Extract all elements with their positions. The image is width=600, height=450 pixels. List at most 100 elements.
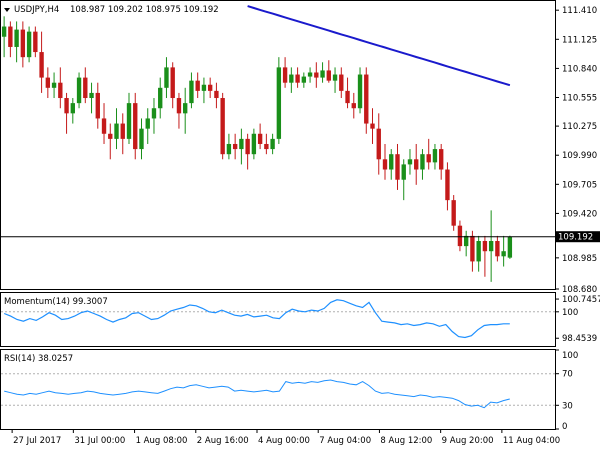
- rsi-line: [4, 379, 510, 409]
- candle-body: [470, 235, 475, 262]
- price-y-tick-label: 110.840: [562, 64, 597, 74]
- time-tick-label: 27 Jul 2017: [13, 436, 61, 446]
- time-tick-label: 8 Aug 12:00: [380, 436, 432, 446]
- candle-body: [70, 103, 75, 114]
- price-y-tick-label: 109.420: [562, 209, 597, 219]
- candle-body: [89, 92, 94, 99]
- candles-group: [1, 16, 513, 282]
- candle-body: [14, 29, 19, 47]
- rsi-y-tick-label: 30: [562, 401, 573, 411]
- price-panel-ohlc: 108.987 109.202 108.975 109.192: [70, 5, 219, 15]
- dropdown-triangle-icon[interactable]: [4, 8, 10, 12]
- price-y-tick-label: 108.985: [562, 254, 597, 264]
- candle-body: [445, 169, 450, 201]
- candle-body: [457, 225, 463, 247]
- candle-body: [451, 200, 456, 226]
- candle-body: [439, 149, 444, 170]
- candle-body: [264, 143, 269, 150]
- candle-body: [295, 74, 300, 83]
- candle-body: [395, 154, 400, 180]
- rsi-y-tick-label: 0: [562, 422, 567, 432]
- rsi-y-tick-label: 70: [562, 370, 573, 380]
- candle-body: [158, 87, 163, 109]
- candle-body: [276, 67, 282, 139]
- candle-body: [20, 29, 26, 58]
- candle-body: [282, 67, 288, 83]
- candle-body: [170, 67, 175, 99]
- time-tick-label: 1 Aug 08:00: [136, 436, 188, 446]
- candle-body: [320, 70, 325, 78]
- momentum-y-tick-label: 98.4539: [562, 334, 597, 344]
- candle-body: [289, 74, 294, 83]
- candle-body: [189, 80, 194, 104]
- candle-body: [26, 31, 32, 58]
- candle-body: [133, 103, 138, 150]
- candle-body: [33, 31, 38, 53]
- candle-body: [164, 67, 169, 88]
- candle-body: [1, 26, 7, 37]
- candle-body: [382, 159, 388, 170]
- candle-body: [507, 236, 513, 258]
- candle-body: [376, 128, 381, 160]
- candle-body: [176, 98, 182, 114]
- time-tick-label: 2 Aug 16:00: [197, 436, 249, 446]
- candle-body: [345, 90, 350, 104]
- candle-body: [232, 143, 238, 150]
- candle-body: [120, 123, 125, 139]
- candle-body: [139, 128, 144, 150]
- candle-body: [370, 123, 375, 129]
- price-y-tick-label: 109.990: [562, 151, 597, 161]
- candle-body: [114, 123, 119, 139]
- current-price-badge: 109.192: [556, 231, 600, 243]
- momentum-y-axis: 100.7457 100 98.4539: [556, 295, 600, 344]
- candle-body: [145, 118, 150, 129]
- price-panel-frame: [0, 0, 556, 290]
- candle-body: [463, 235, 469, 247]
- current-price-badge-label: 109.192: [558, 233, 593, 243]
- candle-body: [301, 76, 307, 83]
- candle-body: [326, 70, 331, 81]
- candle-body: [201, 84, 207, 91]
- candle-body: [432, 149, 438, 163]
- time-tick-label: 11 Aug 04:00: [503, 436, 560, 446]
- candle-body: [226, 143, 232, 155]
- candle-body: [251, 133, 257, 155]
- candle-body: [389, 154, 394, 170]
- momentum-line: [3, 299, 510, 339]
- candle-body: [239, 138, 244, 150]
- candle-body: [420, 154, 425, 170]
- moving-average-line: [247, 5, 511, 87]
- time-tick-label: 4 Aug 00:00: [258, 436, 310, 446]
- price-y-tick-label: 109.705: [562, 180, 597, 190]
- momentum-panel: 100.7457 100 98.4539 Momentum(14) 99.3007: [0, 292, 600, 347]
- candle-body: [414, 159, 419, 170]
- candle-body: [339, 74, 344, 91]
- candle-body: [476, 241, 481, 262]
- candle-body: [195, 80, 200, 91]
- rsi-reference-lines: [1, 373, 555, 406]
- rsi-y-axis: 100 70 30 0: [556, 349, 578, 432]
- rsi-panel-title: RSI(14) 38.0257: [4, 354, 73, 364]
- candle-body: [183, 103, 188, 114]
- candle-body: [482, 241, 488, 252]
- candle-body: [401, 164, 406, 180]
- price-y-tick-label: 110.555: [562, 94, 597, 104]
- momentum-y-tick-label: 100: [562, 308, 578, 318]
- time-tick-label: 31 Jul 00:00: [74, 436, 125, 446]
- candle-body: [426, 154, 431, 163]
- candle-body: [332, 74, 338, 81]
- candle-body: [64, 98, 69, 114]
- candle-body: [83, 77, 88, 99]
- price-y-tick-label: 110.275: [562, 122, 597, 132]
- time-tick-label: 7 Aug 04:00: [319, 436, 371, 446]
- candle-body: [95, 92, 100, 119]
- price-y-tick-label: 111.410: [562, 6, 597, 16]
- current-price-badge-bg: [556, 231, 600, 243]
- candle-body: [51, 82, 57, 88]
- candle-body: [357, 74, 363, 109]
- time-axis: 27 Jul 2017 31 Jul 00:00 1 Aug 08:00 2 Aug …: [11, 430, 560, 446]
- candle-body: [45, 77, 51, 88]
- candle-body: [257, 133, 263, 144]
- rsi-panel-frame: [0, 349, 556, 430]
